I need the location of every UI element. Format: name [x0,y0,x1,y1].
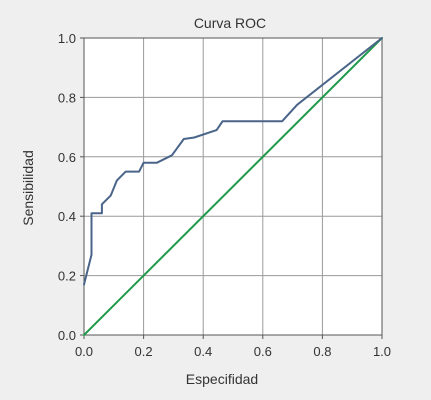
x-tick-label: 1.0 [373,344,391,359]
y-axis-ticks: 0.0 0.2 0.4 0.6 0.8 1.0 [58,31,84,343]
series-group [83,37,383,336]
x-tick-label: 0.4 [194,344,212,359]
chart-title: Curva ROC [194,15,266,31]
y-tick-label: 0.2 [58,269,76,284]
x-tick-label: 0.0 [75,344,93,359]
x-tick-label: 0.2 [135,344,153,359]
x-axis-label: Especifidad [186,371,258,387]
y-tick-label: 0.6 [58,150,76,165]
x-tick-label: 0.8 [313,344,331,359]
x-axis-ticks: 0.0 0.2 0.4 0.6 0.8 1.0 [75,335,391,359]
y-tick-label: 1.0 [58,31,76,46]
y-tick-label: 0.4 [58,209,76,224]
grid-lines [83,37,383,336]
y-axis-label: Sensibilidad [20,150,36,226]
y-tick-label: 0.8 [58,90,76,105]
roc-curve-line [83,37,383,286]
y-tick-label: 0.0 [58,328,76,343]
x-tick-label: 0.6 [254,344,272,359]
reference-diagonal-line [83,37,383,336]
plot-border [83,37,383,336]
